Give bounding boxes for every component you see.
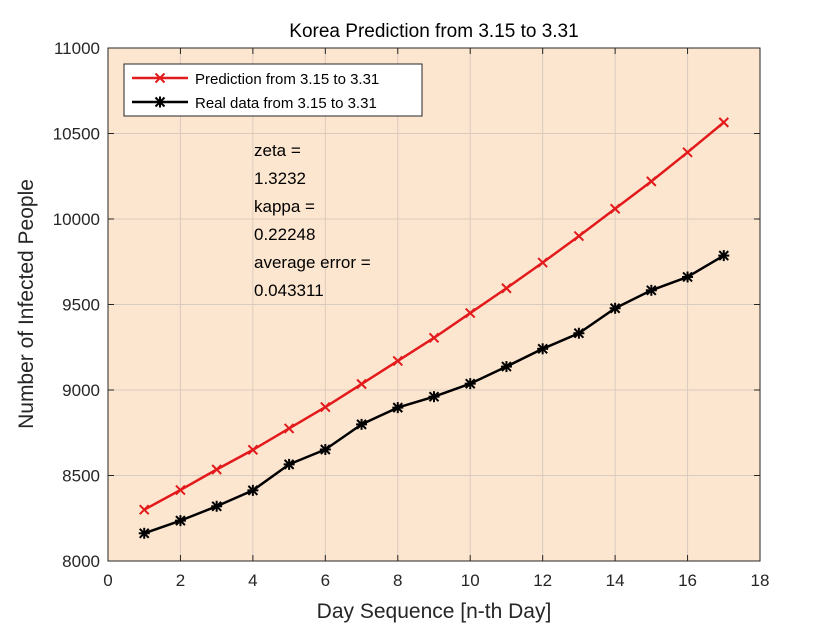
legend: Prediction from 3.15 to 3.31 Real data f… (123, 63, 423, 117)
y-tick-label: 9000 (62, 381, 100, 400)
y-tick-label: 11000 (54, 39, 100, 58)
data-point-series-1 (464, 378, 476, 390)
y-tick-label: 10500 (53, 125, 100, 144)
data-point-series-0 (175, 484, 186, 496)
data-point-series-0 (646, 176, 657, 187)
y-tick-label: 9500 (62, 296, 100, 315)
x-tick-label: 14 (606, 571, 625, 590)
y-tick-label: 8000 (62, 552, 100, 571)
data-point-series-1 (211, 500, 223, 512)
annotation-line-error-label: average error = (254, 253, 371, 272)
annotation-line-zeta-label: zeta = (254, 141, 301, 160)
x-tick-label: 4 (248, 571, 257, 590)
x-tick-label: 6 (321, 571, 330, 590)
data-point-series-0 (428, 332, 440, 344)
y-tick-label: 10000 (53, 210, 100, 229)
data-point-series-1 (645, 284, 657, 296)
data-point-series-1 (609, 302, 621, 314)
data-point-series-0 (718, 117, 729, 128)
data-point-series-1 (573, 327, 585, 339)
data-point-series-0 (609, 203, 621, 214)
data-point-series-1 (500, 361, 512, 373)
x-tick-label: 8 (393, 571, 402, 590)
legend-label-prediction: Prediction from 3.15 to 3.31 (195, 71, 379, 88)
x-axis-title: Day Sequence [n-th Day] (317, 600, 552, 623)
data-point-series-0 (501, 283, 512, 294)
x-tick-label: 10 (461, 571, 480, 590)
x-tick-label: 0 (103, 571, 112, 590)
data-point-series-1 (247, 484, 259, 496)
x-tick-label: 16 (678, 571, 697, 590)
data-point-series-0 (537, 257, 548, 268)
data-point-series-0 (465, 307, 476, 319)
x-tick-label: 18 (751, 571, 770, 590)
legend-marker-glyph (154, 96, 166, 108)
annotation-line-kappa-label: kappa = (254, 197, 315, 216)
x-tick-label: 12 (533, 571, 552, 590)
data-point-series-0 (392, 355, 403, 367)
legend-marker-glyph (154, 72, 166, 84)
tick-layer: 0 2 4 6 8 10 12 14 16 18 8000 8500 9000 9500 10000 1050… (53, 39, 770, 590)
legend-box (123, 63, 423, 117)
data-point-series-1 (428, 391, 440, 403)
data-point-series-1 (138, 527, 150, 539)
legend-marker-real (154, 96, 166, 108)
data-point-series-0 (682, 147, 693, 158)
data-point-series-1 (718, 250, 730, 262)
data-point-series-0 (211, 464, 222, 475)
data-point-series-1 (174, 515, 186, 527)
x-tick-label: 2 (176, 571, 185, 590)
annotation-line-error-value: 0.043311 (254, 281, 324, 300)
series-layer (138, 117, 730, 539)
data-point-series-1 (356, 418, 368, 430)
y-axis-title: Number of Infected People (15, 179, 38, 429)
data-point-series-0 (139, 504, 150, 515)
data-point-series-0 (283, 423, 295, 434)
annotation-text: zeta = 1.3232 kappa = 0.22248 average er… (254, 141, 371, 300)
data-point-series-0 (356, 378, 367, 390)
data-point-series-1 (319, 444, 331, 456)
annotation-line-zeta-value: 1.3232 (254, 169, 306, 188)
data-point-series-1 (537, 343, 549, 355)
data-point-series-1 (682, 271, 694, 283)
legend-marker-prediction (154, 72, 166, 84)
annotation-line-kappa-value: 0.22248 (254, 225, 315, 244)
data-point-series-0 (247, 444, 259, 456)
chart-title: Korea Prediction from 3.15 to 3.31 (289, 21, 578, 42)
data-point-series-0 (573, 230, 585, 242)
data-point-series-0 (320, 401, 331, 413)
legend-label-real: Real data from 3.15 to 3.31 (195, 95, 377, 112)
y-tick-label: 8500 (62, 467, 100, 486)
data-point-series-1 (283, 458, 295, 470)
data-point-series-1 (392, 402, 404, 414)
